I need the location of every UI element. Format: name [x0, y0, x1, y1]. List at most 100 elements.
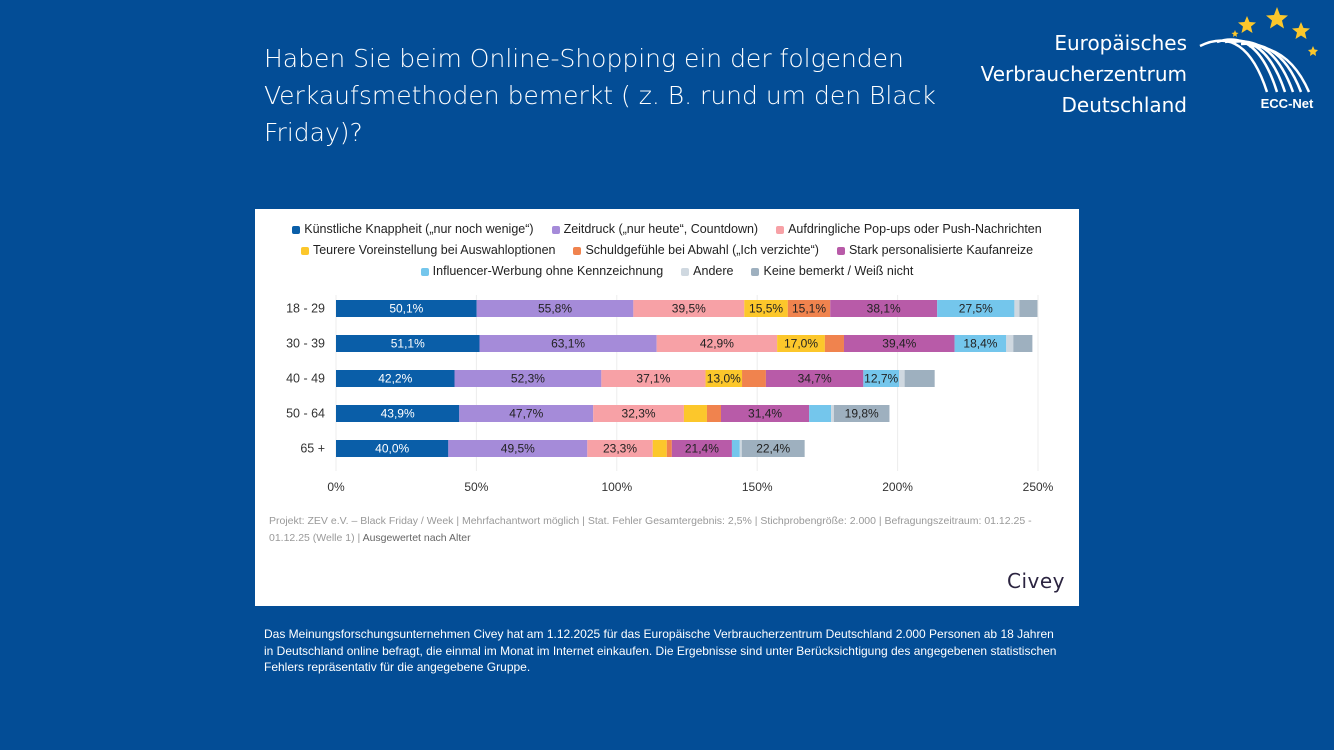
bar-segment[interactable] — [809, 405, 832, 422]
bar-segment[interactable] — [863, 370, 900, 387]
bar-segment[interactable] — [593, 405, 684, 422]
bar-segment[interactable] — [336, 440, 449, 457]
legend-swatch — [300, 246, 309, 255]
bar-segment[interactable] — [833, 405, 890, 422]
bar-segment[interactable] — [765, 370, 864, 387]
star-icon — [1238, 16, 1256, 33]
chart-card: Künstliche Knappheit („nur noch wenige“)… — [255, 209, 1079, 606]
civey-brand: Civey — [1007, 569, 1065, 593]
data-label: 31,4% — [748, 407, 782, 421]
data-label: 13,0% — [707, 372, 741, 386]
x-tick-label: 50% — [464, 480, 488, 494]
x-tick-label: 250% — [1023, 480, 1054, 494]
bar-segment[interactable] — [831, 405, 834, 422]
bar-segment[interactable] — [706, 405, 721, 422]
bar-segment[interactable] — [742, 370, 766, 387]
data-label: 43,9% — [381, 407, 415, 421]
legend-label: Schuldgefühle bei Abwahl („Ich verzichte… — [585, 243, 819, 257]
legend-label: Stark personalisierte Kaufanreize — [848, 243, 1034, 257]
logo-line-2: Verbraucherzentrum — [980, 62, 1187, 86]
bar-segment[interactable] — [739, 440, 742, 457]
legend-swatch — [776, 225, 785, 234]
legend-row: Influencer-Werbung ohne Kennzeichnung And… — [255, 261, 1079, 282]
legend-item[interactable]: Influencer-Werbung ohne Kennzeichnung — [420, 261, 664, 282]
bar-segment[interactable] — [899, 370, 905, 387]
legend-label: Andere — [693, 264, 734, 278]
x-tick-label: 0% — [327, 480, 345, 494]
legend-item[interactable]: Teurere Voreinstellung bei Auswahloption… — [300, 240, 555, 261]
bar-segment[interactable] — [454, 370, 602, 387]
bar-segment[interactable] — [731, 440, 740, 457]
logo-network-label: ECC-Net — [1261, 96, 1314, 111]
bar-segment[interactable] — [777, 335, 825, 352]
y-category-label: 18 - 29 — [286, 302, 325, 316]
bar-segment[interactable] — [830, 300, 938, 317]
bar-segment[interactable] — [633, 300, 745, 317]
bar-segment[interactable] — [741, 440, 805, 457]
bar-segment[interactable] — [476, 300, 634, 317]
data-label: 18,4% — [963, 337, 997, 351]
chart-meta: Projekt: ZEV e.V. – Black Friday / Week … — [269, 513, 1065, 547]
bar-segment[interactable] — [671, 440, 732, 457]
bar-segment[interactable] — [937, 300, 1015, 317]
bar-segment[interactable] — [683, 405, 707, 422]
legend-row: Künstliche Knappheit („nur noch wenige“)… — [255, 219, 1079, 240]
ecc-net-logo-icon: ECC-Net — [1199, 7, 1318, 111]
bar-segment[interactable] — [652, 440, 667, 457]
bar-segment[interactable] — [843, 335, 955, 352]
bar-segment[interactable] — [336, 335, 480, 352]
bar-segment[interactable] — [587, 440, 653, 457]
y-category-label: 50 - 64 — [286, 407, 325, 421]
bar-segment[interactable] — [666, 440, 672, 457]
legend-swatch — [292, 225, 301, 234]
legend-swatch — [420, 267, 429, 276]
bar-segment[interactable] — [336, 300, 477, 317]
bar-segment[interactable] — [954, 335, 1007, 352]
legend-swatch — [573, 246, 582, 255]
legend-label: Influencer-Werbung ohne Kennzeichnung — [432, 264, 664, 278]
x-tick-label: 200% — [882, 480, 913, 494]
bar-segment[interactable] — [1006, 335, 1014, 352]
data-label: 49,5% — [501, 442, 535, 456]
legend-item[interactable]: Künstliche Knappheit („nur noch wenige“) — [292, 219, 534, 240]
meta-text: Projekt: ZEV e.V. – Black Friday / Week … — [269, 515, 1032, 544]
legend-row: Teurere Voreinstellung bei Auswahloption… — [255, 240, 1079, 261]
data-label: 55,8% — [538, 302, 572, 316]
star-icon — [1266, 7, 1288, 29]
data-label: 34,7% — [798, 372, 832, 386]
bar-segment[interactable] — [1019, 300, 1038, 317]
legend-item[interactable]: Stark personalisierte Kaufanreize — [836, 240, 1034, 261]
bar-segment[interactable] — [824, 335, 844, 352]
bar-segment[interactable] — [336, 405, 460, 422]
bar-segment[interactable] — [479, 335, 657, 352]
data-label: 38,1% — [867, 302, 901, 316]
bar-segment[interactable] — [1013, 335, 1033, 352]
y-category-label: 40 - 49 — [286, 372, 325, 386]
bar-segment[interactable] — [336, 370, 455, 387]
bar-segment[interactable] — [705, 370, 743, 387]
data-label: 15,1% — [792, 302, 826, 316]
legend-item[interactable]: Andere — [681, 261, 733, 282]
page-title: Haben Sie beim Online-Shopping ein der f… — [264, 44, 936, 147]
bar-segment[interactable] — [904, 370, 935, 387]
data-label: 40,0% — [375, 442, 409, 456]
footnote: Das Meinungsforschungsunternehmen Civey … — [264, 627, 1057, 674]
data-label: 52,3% — [511, 372, 545, 386]
bar-segment[interactable] — [448, 440, 588, 457]
bar-segment[interactable] — [720, 405, 810, 422]
legend-item[interactable]: Keine bemerkt / Weiß nicht — [751, 261, 913, 282]
bar-segment[interactable] — [1014, 300, 1020, 317]
bar-segment[interactable] — [787, 300, 831, 317]
legend-label: Aufdringliche Pop-ups oder Push-Nachrich… — [788, 222, 1042, 236]
bar-segment[interactable] — [459, 405, 594, 422]
legend-item[interactable]: Schuldgefühle bei Abwahl („Ich verzichte… — [573, 240, 819, 261]
bar-segment[interactable] — [744, 300, 788, 317]
legend-swatch — [681, 267, 690, 276]
legend-label: Keine bemerkt / Weiß nicht — [763, 264, 914, 278]
star-icon — [1308, 46, 1318, 56]
legend-item[interactable]: Aufdringliche Pop-ups oder Push-Nachrich… — [776, 219, 1042, 240]
bar-segment[interactable] — [601, 370, 706, 387]
logo-text: Europäisches Verbraucherzentrum Deutschl… — [981, 28, 1187, 121]
legend-item[interactable]: Zeitdruck („nur heute“, Countdown) — [551, 219, 758, 240]
bar-segment[interactable] — [656, 335, 778, 352]
